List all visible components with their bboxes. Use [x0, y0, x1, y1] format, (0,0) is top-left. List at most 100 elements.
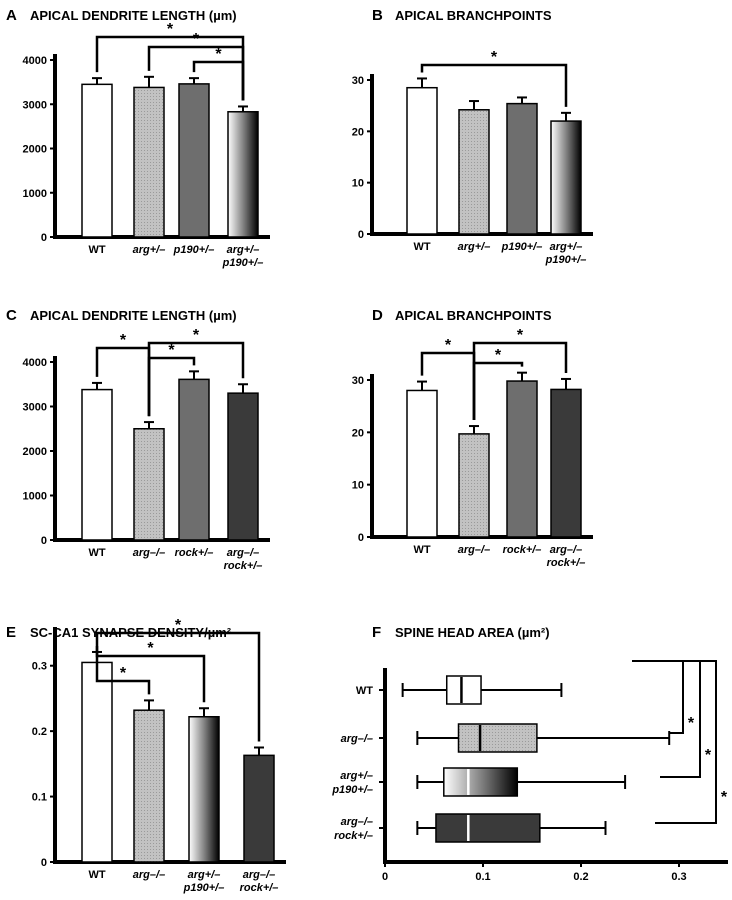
category-label: p190+/–	[331, 784, 373, 796]
significance-star: *	[705, 747, 712, 764]
panel-a: A APICAL DENDRITE LENGTH (µm) 0 1000 2000 300…	[6, 7, 270, 269]
bar	[506, 380, 538, 538]
panel-label: B	[372, 7, 383, 24]
category-label: p190+/–	[501, 241, 543, 253]
box	[443, 767, 519, 797]
y-tick-label: 20	[352, 126, 364, 138]
y-tick-label: 10	[352, 178, 364, 190]
panel-label: A	[6, 7, 17, 24]
chart-title: APICAL DENDRITE LENGTH (µm)	[30, 308, 237, 323]
significance-star: *	[491, 49, 498, 66]
chart-title: APICAL DENDRITE LENGTH (µm)	[30, 8, 237, 23]
significance-bracket	[95, 631, 261, 742]
y-tick-label: 0	[358, 229, 364, 241]
bar	[406, 86, 438, 235]
significance-star: *	[445, 337, 452, 354]
category-label: arg+/–	[340, 770, 373, 782]
category-label: arg+/–	[550, 241, 583, 253]
y-tick-label: 0.2	[32, 726, 47, 738]
significance-bracket	[95, 645, 206, 703]
category-label: p190+/–	[222, 257, 264, 269]
category-label: WT	[413, 241, 430, 253]
significance-star: *	[193, 327, 200, 344]
significance-star: *	[517, 327, 524, 344]
box	[457, 723, 538, 753]
category-label: arg+/–	[188, 869, 221, 881]
bar	[81, 388, 113, 541]
x-tick-label: 0.1	[475, 871, 490, 883]
significance-bracket	[420, 63, 568, 107]
y-tick-label: 4000	[23, 55, 47, 67]
panel-label: E	[6, 624, 16, 641]
category-label: arg–/–	[341, 733, 373, 745]
y-tick-label: 2000	[23, 144, 47, 156]
category-label: arg–/–	[133, 869, 165, 881]
significance-bracket	[472, 341, 568, 421]
significance-star: *	[167, 21, 174, 38]
bar	[458, 433, 490, 538]
category-label: rock+/–	[240, 882, 279, 894]
x-tick-label: 0	[382, 871, 388, 883]
category-label: p190+/–	[545, 254, 587, 266]
category-label: p190+/–	[183, 882, 225, 894]
bar	[133, 428, 165, 541]
bar	[506, 102, 538, 235]
bar	[178, 83, 210, 238]
y-tick-label: 30	[352, 75, 364, 87]
category-label: WT	[88, 547, 105, 559]
significance-star: *	[495, 347, 502, 364]
y-tick-label: 0.1	[32, 792, 47, 804]
category-label: rock+/–	[547, 557, 586, 569]
significance-bracket	[632, 660, 684, 734]
y-tick-label: 2000	[23, 446, 47, 458]
category-label: arg+/–	[458, 241, 491, 253]
category-label: arg+/–	[227, 244, 260, 256]
bar	[550, 388, 582, 538]
category-label: WT	[88, 869, 105, 881]
x-tick-label: 0.3	[671, 871, 686, 883]
bar	[188, 715, 220, 863]
significance-star: *	[147, 640, 154, 657]
category-label: arg–/–	[458, 544, 490, 556]
category-label: arg–/–	[133, 547, 165, 559]
y-tick-label: 10	[352, 480, 364, 492]
panel-c: C APICAL DENDRITE LENGTH (µm) 0 1000 2000 300…	[6, 307, 270, 572]
bar	[178, 378, 210, 541]
box	[445, 675, 482, 705]
y-tick-label: 1000	[23, 188, 47, 200]
bar	[227, 111, 259, 238]
category-label: arg–/–	[550, 544, 582, 556]
bar	[458, 109, 490, 235]
chart-title: APICAL BRANCHPOINTS	[395, 308, 552, 323]
significance-bracket	[147, 341, 245, 417]
significance-star: *	[215, 46, 222, 63]
significance-star: *	[175, 617, 182, 634]
x-tick-label: 0.2	[573, 871, 588, 883]
significance-star: *	[168, 342, 175, 359]
bar	[133, 86, 165, 238]
bar	[227, 392, 259, 541]
category-label: WT	[88, 244, 105, 256]
bar	[133, 709, 165, 863]
significance-star: *	[120, 332, 127, 349]
category-label: rock+/–	[175, 547, 214, 559]
y-tick-label: 0	[358, 532, 364, 544]
category-label: arg–/–	[243, 869, 275, 881]
significance-bracket	[632, 660, 717, 824]
y-tick-label: 4000	[23, 357, 47, 369]
panel-label: F	[372, 624, 381, 641]
significance-star: *	[688, 715, 695, 732]
significance-star: *	[721, 789, 728, 806]
category-label: arg–/–	[227, 547, 259, 559]
chart-title: APICAL BRANCHPOINTS	[395, 8, 552, 23]
y-tick-label: 1000	[23, 491, 47, 503]
panel-label: D	[372, 307, 383, 324]
y-tick-label: 0	[41, 232, 47, 244]
y-tick-label: 20	[352, 427, 364, 439]
category-label: arg–/–	[341, 816, 373, 828]
category-label: rock+/–	[224, 560, 263, 572]
